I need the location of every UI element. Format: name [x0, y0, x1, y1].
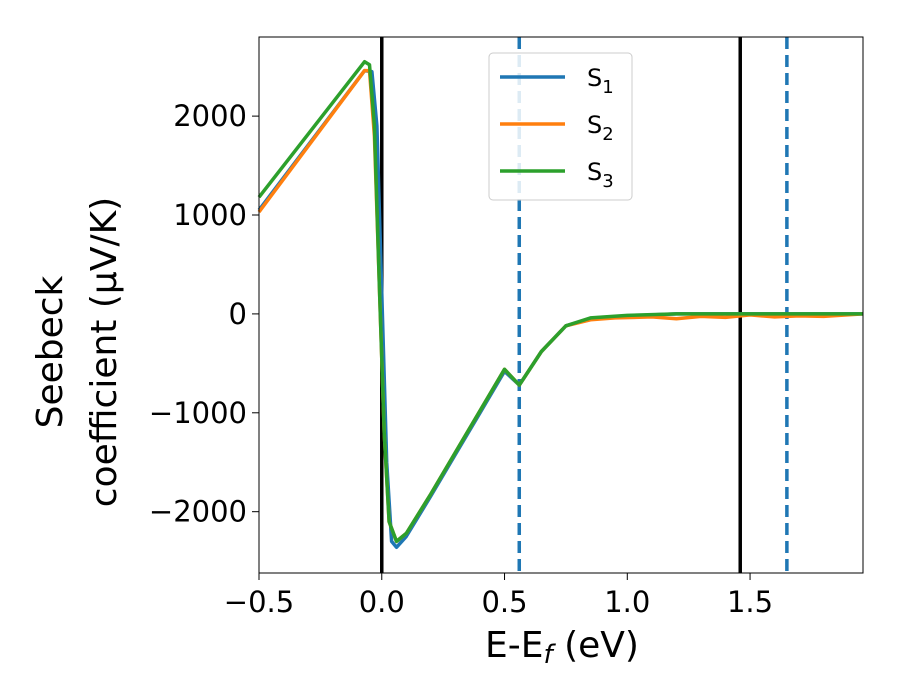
legend-label-S1: S1 — [587, 64, 614, 98]
legend: S1 S2 S3 — [488, 52, 633, 201]
x-ticks: −0.5 0.0 0.5 1.0 1.5 — [224, 573, 773, 619]
series-lines — [257, 59, 864, 550]
legend-label-S3: S3 — [587, 158, 614, 192]
y-ticks: 2000 1000 0 −1000 −2000 — [149, 99, 259, 529]
x-tick-label: 1.0 — [604, 585, 650, 619]
x-tick-label: 0.0 — [359, 585, 405, 619]
x-tick-label: 1.5 — [727, 585, 773, 619]
legend-label-S2: S2 — [587, 111, 614, 145]
axes-frame — [258, 36, 864, 574]
y-axis-label-line1: Seebeck — [30, 275, 71, 428]
y-tick-label: 1000 — [173, 198, 247, 232]
y-tick-label: −2000 — [149, 495, 247, 529]
y-axis-label-line2: coefficient (μV/K) — [84, 197, 125, 507]
x-tick-label: −0.5 — [224, 585, 294, 619]
y-tick-label: 2000 — [173, 99, 247, 133]
series-line-S3 — [257, 59, 863, 544]
x-axis-label: E-Ef (eV) — [485, 625, 639, 670]
y-tick-label: 0 — [229, 297, 247, 331]
x-axis-label-unit: (eV) — [553, 625, 639, 666]
y-axis-label: Seebeck coefficient (μV/K) — [30, 197, 125, 507]
legend-box — [488, 52, 633, 201]
x-tick-label: 0.5 — [481, 585, 527, 619]
y-tick-label: −1000 — [149, 396, 247, 430]
